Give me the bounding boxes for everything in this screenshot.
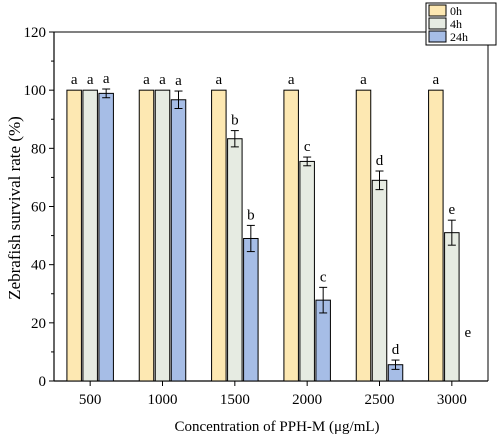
- y-tick-label: 40: [31, 258, 46, 274]
- y-tick-label: 120: [24, 25, 47, 41]
- bar: [82, 89, 98, 382]
- bar: [283, 89, 299, 382]
- x-tick-label: 1000: [148, 392, 178, 408]
- significance-label: a: [432, 72, 439, 88]
- y-tick-label: 20: [31, 316, 46, 332]
- significance-label: d: [376, 153, 384, 169]
- significance-label: c: [320, 269, 327, 285]
- bar: [355, 89, 372, 382]
- bar: [428, 89, 444, 382]
- legend-label: 24h: [450, 30, 468, 44]
- y-axis-title: Zebrafish survival rate (%): [5, 116, 24, 300]
- significance-label: b: [231, 113, 239, 129]
- legend-swatch: [428, 17, 447, 30]
- significance-label: a: [71, 72, 78, 88]
- y-tick-label: 100: [24, 83, 47, 99]
- x-tick-label: 2000: [292, 392, 322, 408]
- bar: [138, 89, 155, 382]
- x-tick-label: 3000: [437, 392, 467, 408]
- y-tick-label: 60: [31, 200, 46, 216]
- significance-label: e: [448, 202, 455, 218]
- significance-label: a: [175, 73, 182, 89]
- x-axis-title: Concentration of PPH-M (μg/mL): [174, 419, 379, 435]
- x-tick-label: 1500: [220, 392, 250, 408]
- significance-label: a: [288, 72, 295, 88]
- y-tick-label: 80: [31, 141, 46, 157]
- bar: [243, 237, 259, 382]
- significance-label: e: [464, 325, 471, 341]
- significance-label: a: [360, 72, 367, 88]
- bar: [371, 179, 388, 382]
- significance-label: a: [143, 72, 150, 88]
- bar: [98, 92, 114, 382]
- x-tick-label: 2500: [365, 392, 395, 408]
- bar: [154, 89, 171, 382]
- legend-swatch: [428, 4, 447, 17]
- bar: [227, 138, 243, 382]
- significance-label: b: [247, 207, 255, 223]
- y-tick-label: 0: [39, 374, 47, 390]
- significance-label: d: [392, 342, 400, 358]
- bar: [66, 89, 82, 382]
- bar: [444, 232, 460, 382]
- bar: [299, 160, 315, 382]
- x-tick-label: 500: [79, 392, 102, 408]
- significance-label: a: [159, 72, 166, 88]
- significance-label: a: [103, 71, 110, 87]
- legend-label: 0h: [450, 4, 462, 18]
- significance-label: a: [87, 72, 94, 88]
- bar: [170, 99, 187, 382]
- significance-label: a: [215, 72, 222, 88]
- legend-swatch: [428, 30, 447, 43]
- significance-label: c: [304, 139, 311, 155]
- legend-label: 4h: [450, 17, 462, 31]
- bar: [211, 89, 227, 382]
